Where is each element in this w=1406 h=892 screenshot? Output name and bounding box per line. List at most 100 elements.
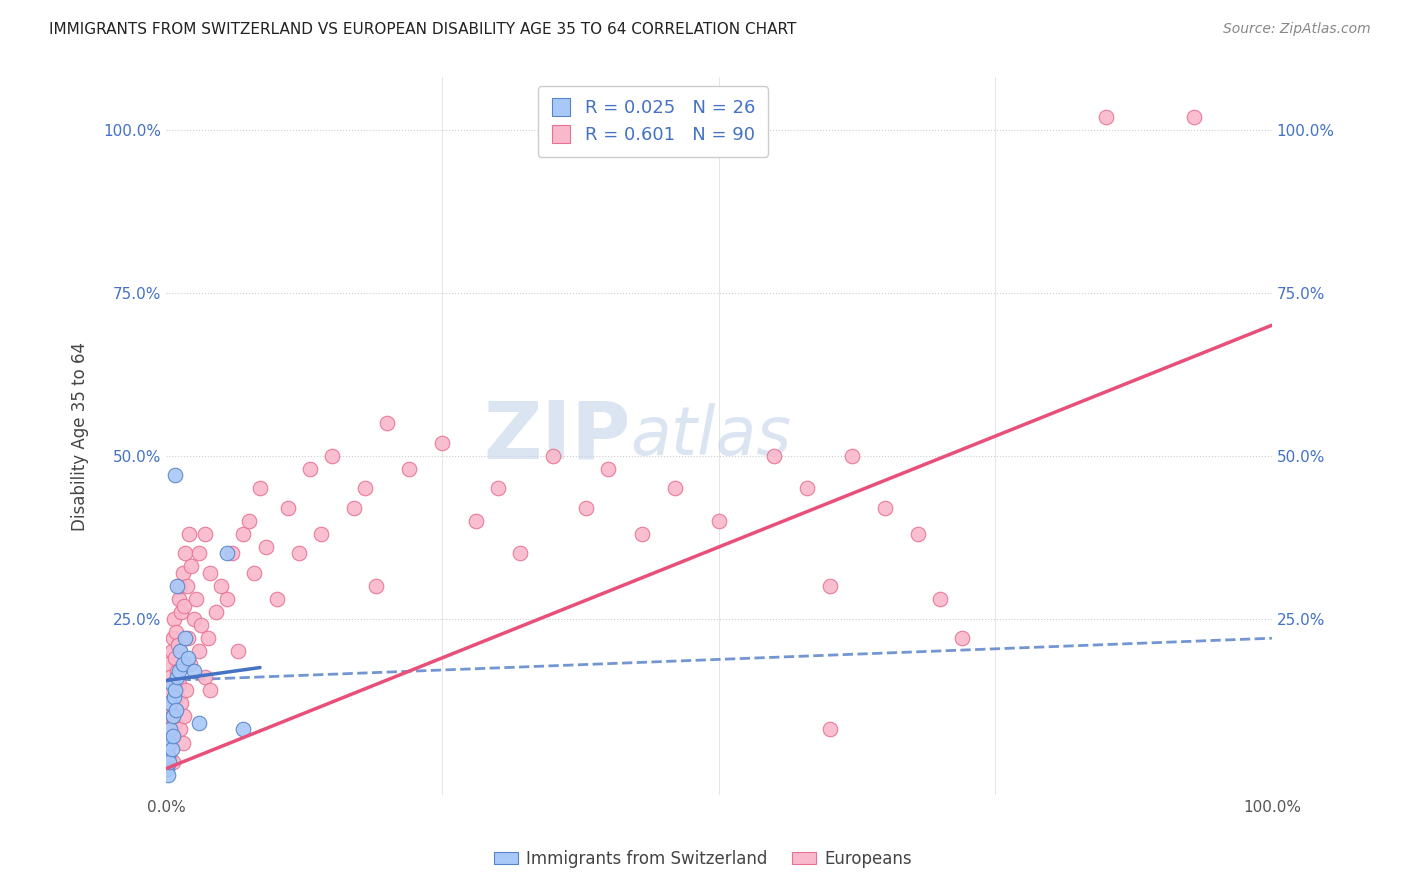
Point [183, 612, 205, 626]
Point [183, 664, 205, 678]
Point [188, 546, 211, 560]
Point [157, 723, 180, 737]
Point [232, 723, 254, 737]
Point [707, 514, 730, 528]
Point [156, 683, 179, 698]
Point [818, 723, 841, 737]
Point [173, 709, 195, 723]
Point [249, 481, 271, 495]
Point [159, 735, 181, 749]
Point [432, 435, 454, 450]
Point [321, 449, 343, 463]
Point [172, 735, 194, 749]
Point [464, 514, 486, 528]
Point [841, 449, 863, 463]
Point [254, 540, 277, 554]
Point [796, 481, 818, 495]
Point [170, 697, 193, 711]
Point [163, 690, 186, 704]
Point [197, 631, 219, 645]
Text: Source: ZipAtlas.com: Source: ZipAtlas.com [1223, 22, 1371, 37]
Point [163, 468, 186, 483]
Text: IMMIGRANTS FROM SWITZERLAND VS EUROPEAN DISABILITY AGE 35 TO 64 CORRELATION CHAR: IMMIGRANTS FROM SWITZERLAND VS EUROPEAN … [49, 22, 797, 37]
Point [157, 748, 180, 763]
Point [277, 500, 299, 515]
Point [366, 579, 388, 593]
Text: atlas: atlas [630, 403, 792, 469]
Point [170, 605, 193, 619]
Point [215, 546, 238, 560]
Point [167, 664, 190, 678]
Point [163, 729, 186, 743]
Point [172, 566, 194, 580]
Point [177, 631, 200, 645]
Point [179, 527, 201, 541]
Point [180, 559, 202, 574]
Point [1184, 110, 1206, 124]
Legend: R = 0.025   N = 26, R = 0.601   N = 90: R = 0.025 N = 26, R = 0.601 N = 90 [537, 87, 768, 157]
Point [173, 546, 195, 560]
Point [162, 709, 184, 723]
Point [200, 566, 222, 580]
Point [167, 638, 190, 652]
Point [169, 579, 191, 593]
Point [226, 644, 249, 658]
Point [160, 742, 183, 756]
Point [160, 644, 183, 658]
Text: ZIP: ZIP [484, 397, 630, 475]
Point [907, 527, 929, 541]
Point [167, 592, 190, 607]
Point [221, 546, 243, 560]
Point [177, 650, 200, 665]
Point [950, 631, 973, 645]
Point [162, 631, 184, 645]
Point [169, 723, 191, 737]
Point [238, 514, 260, 528]
Point [172, 657, 194, 672]
Point [209, 579, 232, 593]
Point [664, 481, 686, 495]
Point [162, 755, 184, 769]
Point [630, 527, 652, 541]
Point [163, 716, 186, 731]
Point [165, 703, 187, 717]
Point [174, 683, 197, 698]
Point [398, 461, 420, 475]
Point [165, 624, 187, 639]
Point [157, 755, 180, 769]
Point [173, 631, 195, 645]
Point [160, 677, 183, 691]
Point [156, 762, 179, 776]
Point [166, 690, 188, 704]
Point [163, 612, 186, 626]
Point [541, 449, 564, 463]
Point [157, 768, 180, 782]
Point [188, 644, 211, 658]
Point [354, 481, 377, 495]
Point [194, 670, 217, 684]
Point [163, 650, 186, 665]
Point [298, 461, 321, 475]
Point [818, 579, 841, 593]
Point [1095, 110, 1118, 124]
Point [190, 618, 212, 632]
Legend: Immigrants from Switzerland, Europeans: Immigrants from Switzerland, Europeans [488, 844, 918, 875]
Point [929, 592, 952, 607]
Point [287, 546, 309, 560]
Point [159, 670, 181, 684]
Point [166, 670, 188, 684]
Point [309, 527, 332, 541]
Point [157, 697, 180, 711]
Point [215, 592, 238, 607]
Point [166, 664, 188, 678]
Point [157, 657, 180, 672]
Point [375, 416, 398, 430]
Point [176, 579, 198, 593]
Point [157, 748, 180, 763]
Point [163, 683, 186, 698]
Point [200, 683, 222, 698]
Y-axis label: Disability Age 35 to 64: Disability Age 35 to 64 [72, 342, 89, 531]
Point [159, 697, 181, 711]
Point [162, 729, 184, 743]
Point [188, 716, 211, 731]
